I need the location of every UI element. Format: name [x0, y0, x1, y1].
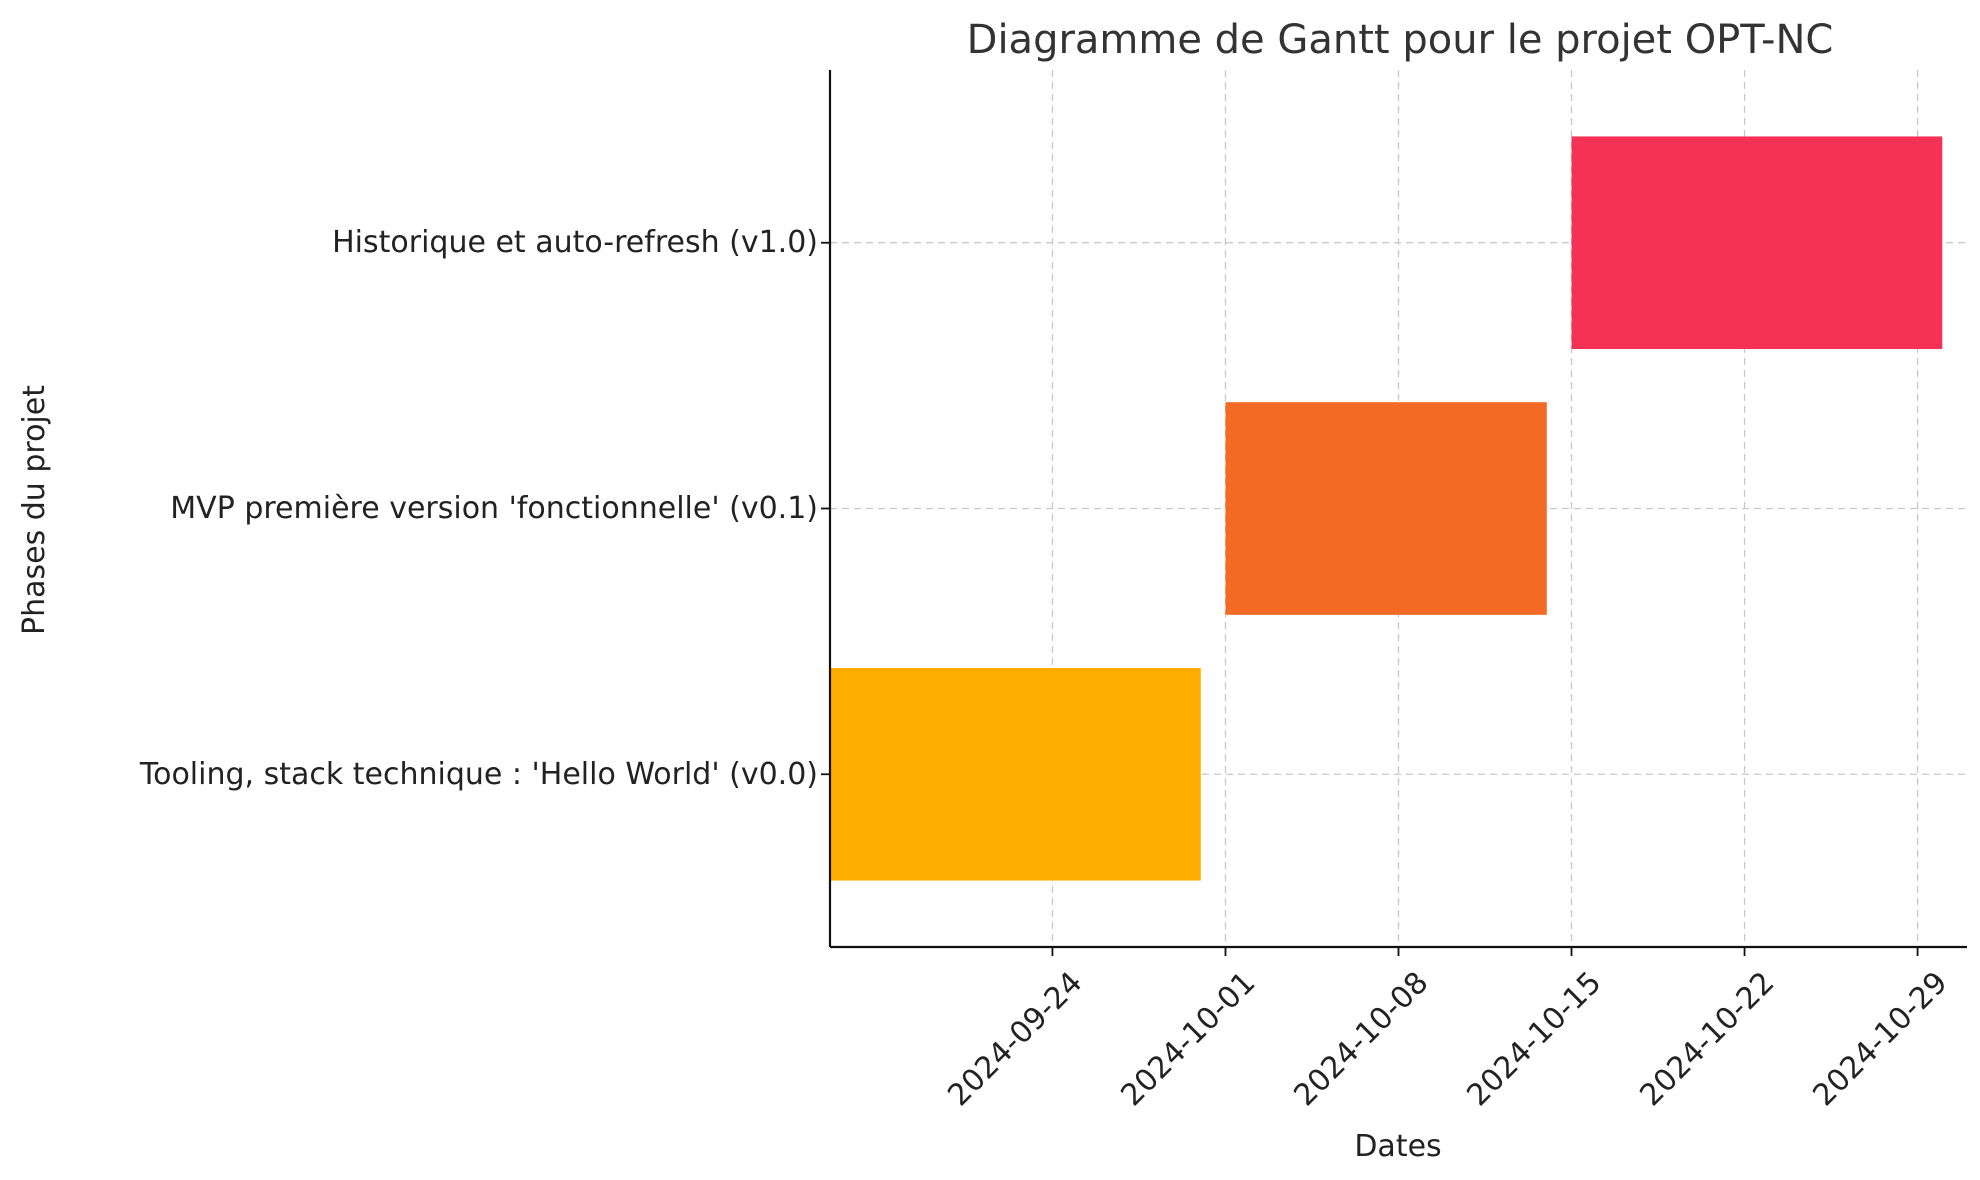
x-tick-label: 2024-10-08: [1287, 965, 1435, 1113]
y-tick-label: MVP première version 'fonctionnelle' (v0…: [170, 491, 818, 526]
x-tick-label: 2024-10-29: [1806, 965, 1954, 1113]
x-tick-label: 2024-10-22: [1633, 965, 1781, 1113]
x-tick-label: 2024-10-15: [1460, 965, 1608, 1113]
task-bars: [830, 136, 1943, 881]
task-bar: [1571, 136, 1943, 350]
y-tick-label: Tooling, stack technique : 'Hello World'…: [139, 757, 818, 792]
x-tick-label: 2024-09-24: [941, 965, 1089, 1113]
chart-title: Diagramme de Gantt pour le projet OPT-NC: [967, 17, 1834, 63]
x-axis-label: Dates: [1354, 1129, 1441, 1164]
y-tick-label: Historique et auto-refresh (v1.0): [332, 225, 818, 260]
y-axis-label: Phases du projet: [17, 385, 52, 635]
task-bar: [1225, 402, 1547, 615]
x-tick-label: 2024-10-01: [1114, 965, 1262, 1113]
task-bar: [830, 667, 1201, 881]
